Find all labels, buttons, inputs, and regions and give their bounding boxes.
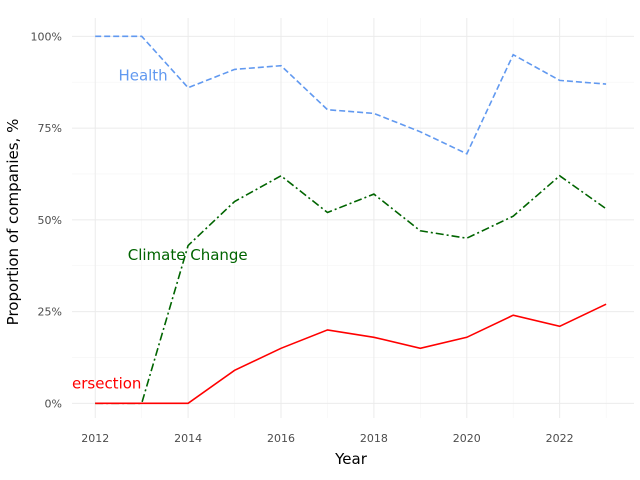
y-tick-label: 25% xyxy=(38,306,62,319)
x-tick-label: 2016 xyxy=(267,432,295,445)
x-tick-label: 2014 xyxy=(174,432,202,445)
series-lines xyxy=(95,35,607,405)
series-line xyxy=(95,35,607,155)
series-label: Climate Change xyxy=(128,246,248,264)
series-label: Health xyxy=(118,66,167,84)
y-tick-label: 75% xyxy=(38,122,62,135)
y-tick-label: 100% xyxy=(31,30,62,43)
x-tick-label: 2020 xyxy=(453,432,481,445)
series-line xyxy=(95,303,607,405)
y-axis-title: Proportion of companies, % xyxy=(4,119,22,326)
x-axis-title: Year xyxy=(334,450,368,468)
major-gridlines xyxy=(72,18,634,418)
y-tick-label: 0% xyxy=(45,397,62,410)
series-label: ersection xyxy=(72,375,141,393)
minor-gridlines xyxy=(72,18,634,418)
x-tick-label: 2018 xyxy=(360,432,388,445)
y-tick-label: 50% xyxy=(38,214,62,227)
y-axis-ticks: 0% 25% 50% 75% 100% xyxy=(31,30,62,410)
series-line xyxy=(95,174,607,405)
x-tick-label: 2012 xyxy=(81,432,109,445)
x-tick-label: 2022 xyxy=(546,432,574,445)
x-axis-ticks: 2012 2014 2016 2018 2020 2022 xyxy=(81,432,573,445)
series-labels: Health Climate Change ersection xyxy=(72,66,248,392)
